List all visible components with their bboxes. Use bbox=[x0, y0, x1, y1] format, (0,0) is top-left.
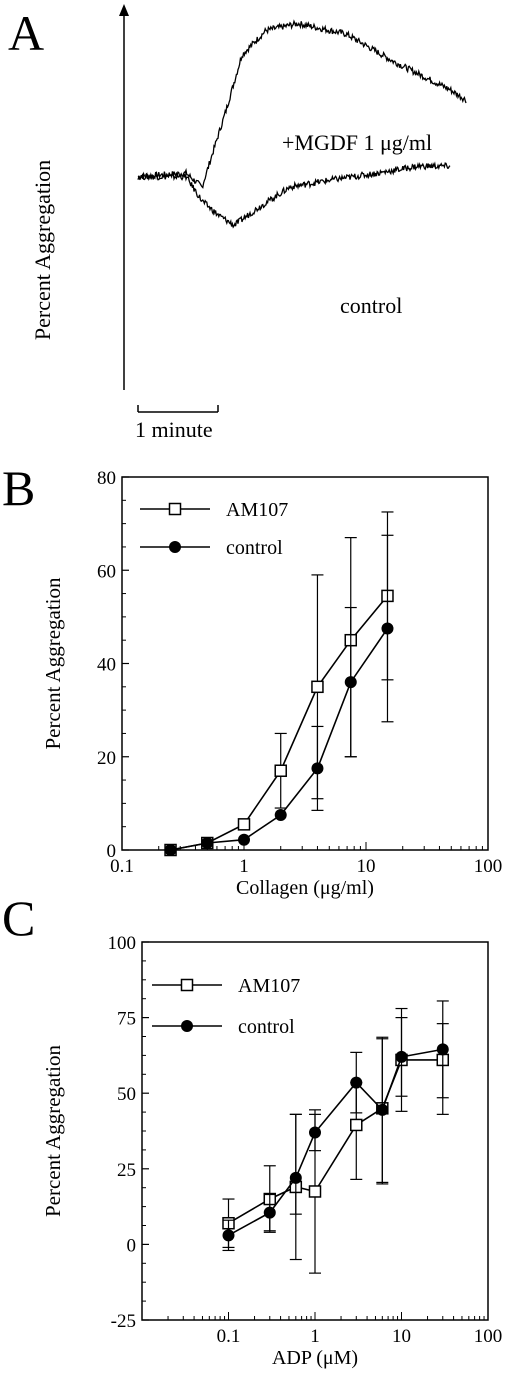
point-control bbox=[238, 833, 250, 846]
point-control bbox=[222, 1229, 235, 1242]
panel-c: C -25 0 25 50 75 100 0.1 1 10 100 ADP (μM) Percent … bbox=[2, 890, 502, 1369]
panel-a-scale-bar bbox=[137, 405, 219, 413]
series-line-am107 bbox=[228, 1059, 443, 1224]
legend-marker-control bbox=[181, 1020, 193, 1032]
point-control bbox=[436, 1043, 449, 1056]
y-tick-label: 25 bbox=[117, 1160, 136, 1181]
x-tick-label: 100 bbox=[474, 856, 503, 877]
panel-b: B 0 20 40 60 80 0.1 1 10 100 Collagen (μg/ml) Perc… bbox=[2, 460, 502, 899]
point-control bbox=[381, 622, 394, 635]
point-control bbox=[263, 1206, 276, 1219]
y-tick-label: 100 bbox=[108, 933, 137, 954]
point-am107 bbox=[308, 1185, 322, 1198]
legend-marker-am107 bbox=[168, 502, 182, 516]
y-tick-label: 0 bbox=[127, 1235, 137, 1256]
point-am107 bbox=[274, 764, 287, 777]
panel-a-ylabel: Percent Aggregation bbox=[30, 160, 55, 340]
x-tick-label: 1 bbox=[310, 1326, 320, 1347]
panel-a-axis-arrow bbox=[119, 4, 129, 16]
point-control bbox=[164, 844, 177, 856]
legend-label-am107: AM107 bbox=[226, 499, 288, 521]
x-tick-label: 0.1 bbox=[217, 1326, 241, 1347]
y-tick-label: 80 bbox=[97, 468, 116, 489]
x-axis-label: Collagen (μg/ml) bbox=[236, 877, 374, 899]
y-tick-label: 75 bbox=[117, 1009, 136, 1030]
y-axis-label: Percent Aggregation bbox=[41, 1044, 65, 1217]
point-control bbox=[344, 676, 357, 689]
trace-line-control bbox=[137, 161, 451, 229]
point-am107 bbox=[311, 680, 324, 694]
legend-marker-am107 bbox=[180, 978, 194, 992]
point-am107 bbox=[350, 1118, 363, 1132]
x-tick-label: 0.1 bbox=[110, 856, 134, 877]
panel-a-label-mgdf: +MGDF 1 μg/ml bbox=[282, 130, 432, 155]
plot-frame bbox=[121, 476, 489, 851]
trace-line-mgdf bbox=[137, 19, 467, 189]
x-tick-label: 10 bbox=[392, 1326, 411, 1347]
point-control bbox=[350, 1076, 363, 1089]
x-tick-label: 10 bbox=[357, 856, 376, 877]
legend-label-am107: AM107 bbox=[238, 975, 300, 997]
y-tick-label: 60 bbox=[97, 561, 116, 582]
series-line-control bbox=[228, 1048, 443, 1237]
legend-label-control: control bbox=[226, 537, 283, 559]
panel-a-label-control: control bbox=[340, 293, 402, 318]
panel-b-label: B bbox=[2, 460, 35, 516]
point-am107 bbox=[237, 818, 251, 831]
point-control bbox=[311, 762, 324, 775]
panel-c-label: C bbox=[2, 890, 35, 946]
y-axis-label: Percent Aggregation bbox=[41, 577, 65, 750]
panel-c-chart: -25 0 25 50 75 100 0.1 1 10 100 ADP (μM) Percent Ag… bbox=[41, 933, 502, 1369]
y-tick-label: 50 bbox=[117, 1084, 136, 1105]
y-tick-label: 40 bbox=[97, 655, 116, 676]
point-control bbox=[376, 1103, 389, 1116]
y-tick-label: 20 bbox=[97, 748, 116, 769]
x-tick-label: 1 bbox=[239, 856, 249, 877]
panel-a-traces bbox=[137, 19, 467, 229]
point-control bbox=[201, 837, 214, 850]
panel-b-chart: 0 20 40 60 80 0.1 1 10 100 Collagen (μg/ml) Percen… bbox=[41, 468, 502, 899]
panel-a-scale-label: 1 minute bbox=[135, 417, 213, 442]
x-tick-label: 100 bbox=[474, 1326, 503, 1347]
panel-a-label: A bbox=[8, 5, 44, 61]
legend-label-control: control bbox=[238, 1016, 295, 1038]
panel-a: A Percent Aggregation +MGDF 1 μg/ml cont… bbox=[8, 4, 467, 442]
point-control bbox=[274, 809, 287, 822]
point-control bbox=[309, 1126, 321, 1139]
point-control bbox=[289, 1171, 302, 1184]
legend-marker-control bbox=[169, 541, 181, 553]
point-control bbox=[395, 1050, 408, 1063]
y-tick-label: -25 bbox=[111, 1311, 136, 1332]
y-tick-label: 0 bbox=[107, 841, 117, 862]
x-axis-label: ADP (μM) bbox=[272, 1347, 358, 1369]
